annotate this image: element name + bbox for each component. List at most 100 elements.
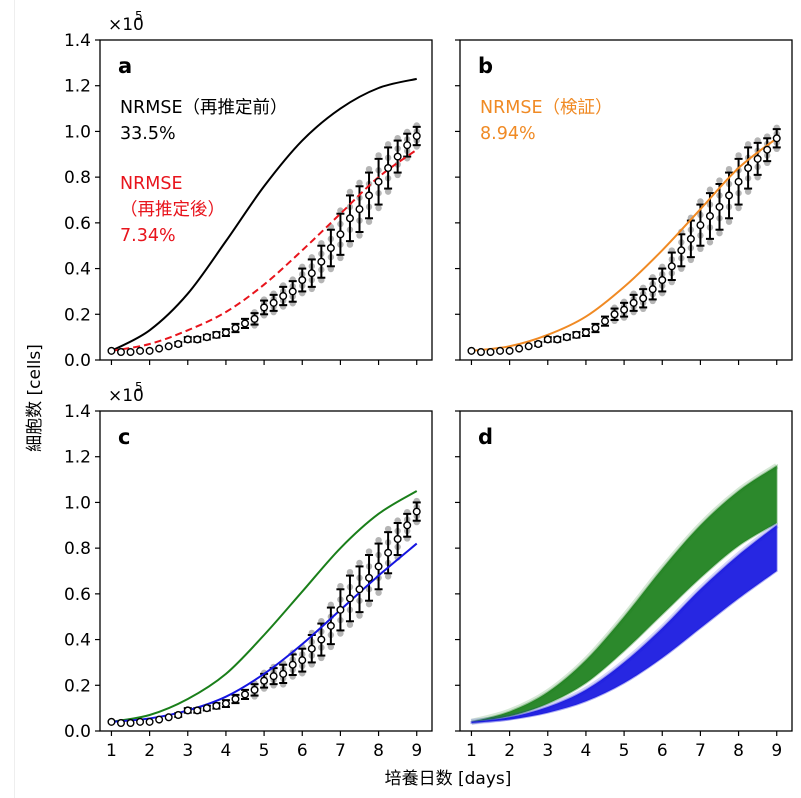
replicate-dot xyxy=(384,525,392,533)
replicate-dot xyxy=(375,536,382,544)
plot-area-c xyxy=(107,490,421,728)
y-tick-label: 1.2 xyxy=(64,77,91,97)
replicate-dot xyxy=(337,583,344,590)
replicate-dot xyxy=(384,141,392,148)
mean-marker xyxy=(260,676,269,685)
replicate-dot xyxy=(744,188,752,195)
mean-marker xyxy=(543,335,552,344)
x-tick-label: 6 xyxy=(657,741,668,761)
mean-marker xyxy=(591,324,600,333)
mean-marker xyxy=(202,704,211,713)
replicate-dot xyxy=(337,630,344,637)
mean-marker xyxy=(581,328,590,337)
replicate-dot xyxy=(327,265,335,273)
mean-marker xyxy=(667,262,676,271)
replicate-dot xyxy=(384,573,392,580)
model-curve-1 xyxy=(110,77,417,352)
mean-marker xyxy=(374,562,383,571)
plot-area-a xyxy=(107,77,421,357)
mean-marker xyxy=(553,335,562,344)
mean-marker xyxy=(715,202,724,211)
y-exponent-label: ×10 xyxy=(108,15,144,35)
mean-marker xyxy=(365,191,374,200)
mean-marker xyxy=(193,706,202,715)
mean-marker xyxy=(384,163,393,172)
replicate-dot xyxy=(375,589,382,596)
mean-marker xyxy=(326,621,335,630)
mean-marker xyxy=(279,669,288,678)
mean-marker xyxy=(250,685,259,694)
nrmse-annotation-b: NRMSE（検証） xyxy=(480,98,613,118)
mean-marker xyxy=(476,348,485,357)
x-tick-label: 6 xyxy=(297,741,308,761)
mean-marker xyxy=(155,344,164,353)
x-tick-label: 4 xyxy=(221,741,232,761)
mean-marker xyxy=(753,154,762,163)
mean-marker xyxy=(696,221,705,230)
mean-marker xyxy=(677,246,686,255)
mean-marker xyxy=(317,257,326,266)
mean-marker xyxy=(193,335,202,344)
mean-marker xyxy=(524,342,533,351)
mean-marker xyxy=(345,594,354,603)
x-tick-label: 9 xyxy=(411,741,422,761)
x-tick-label: 3 xyxy=(182,741,193,761)
replicate-dot xyxy=(327,643,335,651)
mean-marker xyxy=(164,342,173,351)
panel-frame-c xyxy=(99,410,433,732)
mean-marker xyxy=(221,328,230,337)
nrmse-annotation-a: （再推定後） xyxy=(120,200,225,220)
replicate-dot xyxy=(365,165,373,173)
nrmse-annotation-a: 33.5% xyxy=(120,124,176,144)
mean-marker xyxy=(107,346,116,355)
mean-marker xyxy=(355,205,364,214)
simulation-band-fringe-2 xyxy=(471,522,779,725)
mean-marker xyxy=(393,535,402,544)
mean-marker xyxy=(298,276,307,285)
replicate-dot xyxy=(725,165,733,173)
mean-marker xyxy=(403,141,412,150)
mean-marker xyxy=(250,314,259,323)
panel-letter-d: d xyxy=(478,425,493,449)
x-axis-title: 培養日数 [days] xyxy=(385,769,512,789)
replicate-dot xyxy=(687,256,695,264)
mean-marker xyxy=(648,285,657,294)
mean-marker xyxy=(260,303,269,312)
mean-marker xyxy=(772,134,781,143)
mean-marker xyxy=(336,605,345,614)
replicate-dot xyxy=(697,245,704,252)
replicate-dot xyxy=(356,232,363,239)
mean-marker xyxy=(639,294,648,303)
replicate-dot xyxy=(725,218,733,225)
y-tick-label: 0.2 xyxy=(64,676,91,696)
y-exponent-label: ×10 xyxy=(108,386,144,406)
y-tick-label: 0.0 xyxy=(64,722,91,742)
panel-letter-a: a xyxy=(118,54,132,78)
replicate-dot xyxy=(365,600,373,608)
model-curve-2 xyxy=(111,542,418,723)
mean-marker xyxy=(412,507,421,516)
y-exponent-power: 5 xyxy=(135,380,143,394)
mean-marker xyxy=(183,706,192,715)
replicate-dot xyxy=(346,241,354,248)
y-tick-label: 1.4 xyxy=(64,31,91,51)
plot-area-b xyxy=(467,124,781,357)
mean-marker xyxy=(136,346,145,355)
x-tick-label: 4 xyxy=(581,741,592,761)
mean-marker xyxy=(629,298,638,307)
mean-marker xyxy=(734,177,743,186)
mean-marker xyxy=(505,346,514,355)
mean-marker xyxy=(763,145,772,154)
mean-marker xyxy=(136,717,145,726)
x-tick-label: 7 xyxy=(335,741,346,761)
replicate-dot xyxy=(384,188,392,195)
simulation-band-fringe-1 xyxy=(470,463,779,725)
x-tick-label: 8 xyxy=(373,741,384,761)
y-tick-label: 0.4 xyxy=(64,631,91,651)
mean-marker xyxy=(496,346,505,355)
replicate-dot xyxy=(337,254,344,262)
mean-marker xyxy=(202,333,211,342)
mean-marker xyxy=(241,319,250,328)
replicate-dot xyxy=(346,568,354,576)
replicate-dot xyxy=(356,612,363,619)
